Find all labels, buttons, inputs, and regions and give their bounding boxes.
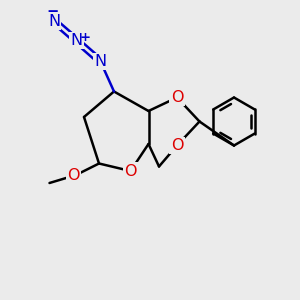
Text: O: O — [171, 90, 183, 105]
Text: N: N — [48, 14, 60, 28]
Text: O: O — [124, 164, 137, 178]
Text: +: + — [80, 31, 91, 44]
Text: N: N — [94, 54, 106, 69]
Text: O: O — [67, 168, 80, 183]
Text: O: O — [171, 138, 183, 153]
Text: −: − — [46, 4, 58, 19]
Text: N: N — [70, 33, 83, 48]
